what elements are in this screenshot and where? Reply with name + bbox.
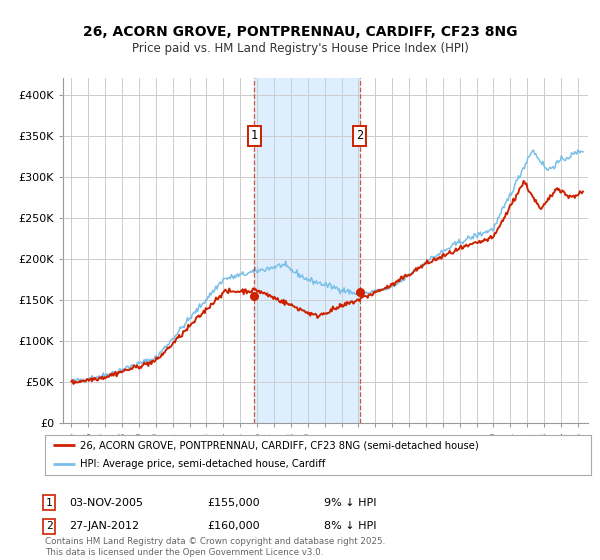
Text: 2: 2 <box>356 129 363 142</box>
Text: 8% ↓ HPI: 8% ↓ HPI <box>324 521 377 531</box>
Text: HPI: Average price, semi-detached house, Cardiff: HPI: Average price, semi-detached house,… <box>80 459 326 469</box>
Text: 26, ACORN GROVE, PONTPRENNAU, CARDIFF, CF23 8NG: 26, ACORN GROVE, PONTPRENNAU, CARDIFF, C… <box>83 26 517 39</box>
Text: 9% ↓ HPI: 9% ↓ HPI <box>324 498 377 508</box>
Text: £160,000: £160,000 <box>207 521 260 531</box>
Text: £155,000: £155,000 <box>207 498 260 508</box>
Bar <box>254 78 359 423</box>
Text: 03-NOV-2005: 03-NOV-2005 <box>69 498 143 508</box>
Text: 27-JAN-2012: 27-JAN-2012 <box>69 521 139 531</box>
Text: Contains HM Land Registry data © Crown copyright and database right 2025.
This d: Contains HM Land Registry data © Crown c… <box>45 537 385 557</box>
Text: 2: 2 <box>46 521 53 531</box>
Text: 1: 1 <box>251 129 258 142</box>
Text: 26, ACORN GROVE, PONTPRENNAU, CARDIFF, CF23 8NG (semi-detached house): 26, ACORN GROVE, PONTPRENNAU, CARDIFF, C… <box>80 441 479 450</box>
Text: 1: 1 <box>46 498 53 508</box>
Text: Price paid vs. HM Land Registry's House Price Index (HPI): Price paid vs. HM Land Registry's House … <box>131 42 469 55</box>
